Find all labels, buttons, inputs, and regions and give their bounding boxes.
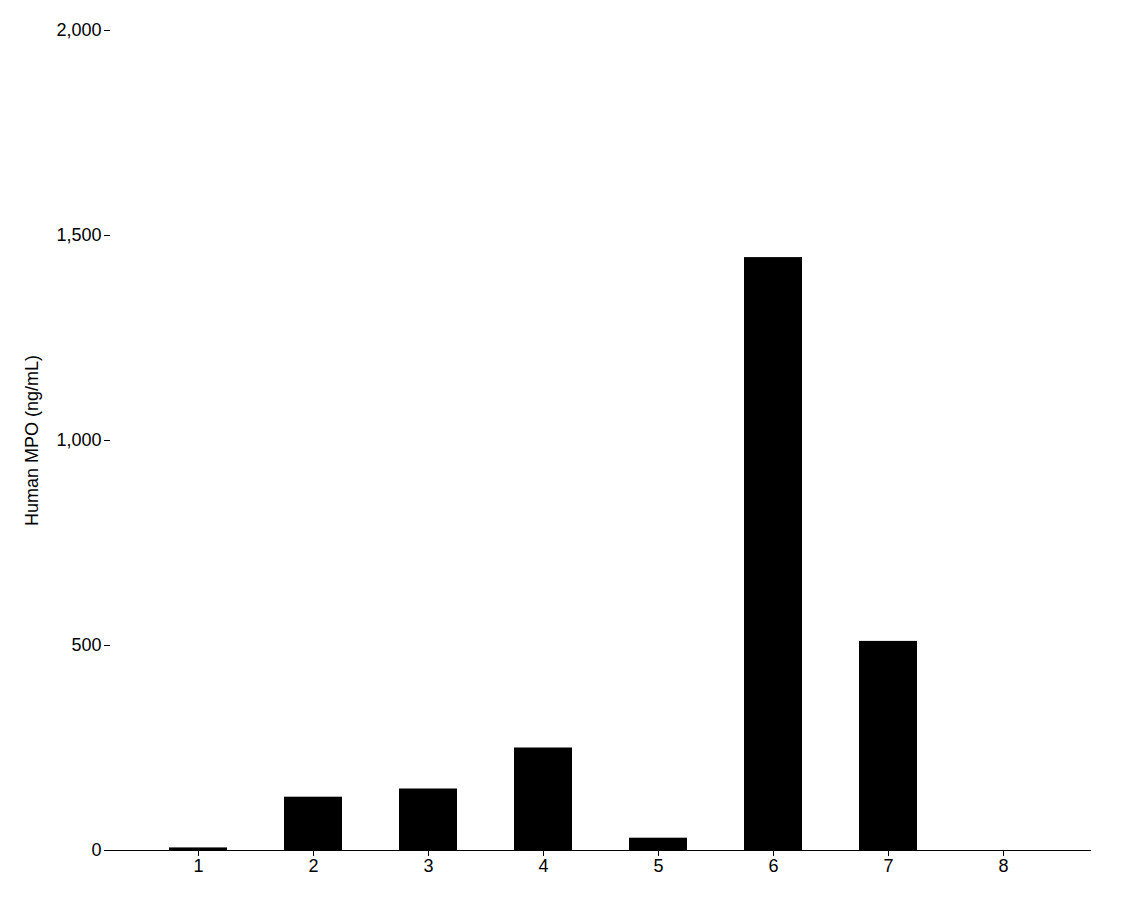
svg-text:0: 0 [91, 840, 101, 860]
svg-text:1: 1 [193, 856, 203, 876]
svg-text:4: 4 [538, 856, 548, 876]
svg-text:2: 2 [308, 856, 318, 876]
svg-text:1,500: 1,500 [56, 225, 101, 245]
svg-text:3: 3 [423, 856, 433, 876]
svg-text:500: 500 [71, 635, 101, 655]
svg-text:8: 8 [998, 856, 1008, 876]
svg-text:2,000: 2,000 [56, 20, 101, 40]
svg-text:5: 5 [653, 856, 663, 876]
svg-text:Human MPO (ng/mL): Human MPO (ng/mL) [22, 355, 42, 526]
svg-text:6: 6 [768, 856, 778, 876]
svg-text:7: 7 [883, 856, 893, 876]
svg-text:1,000: 1,000 [56, 430, 101, 450]
